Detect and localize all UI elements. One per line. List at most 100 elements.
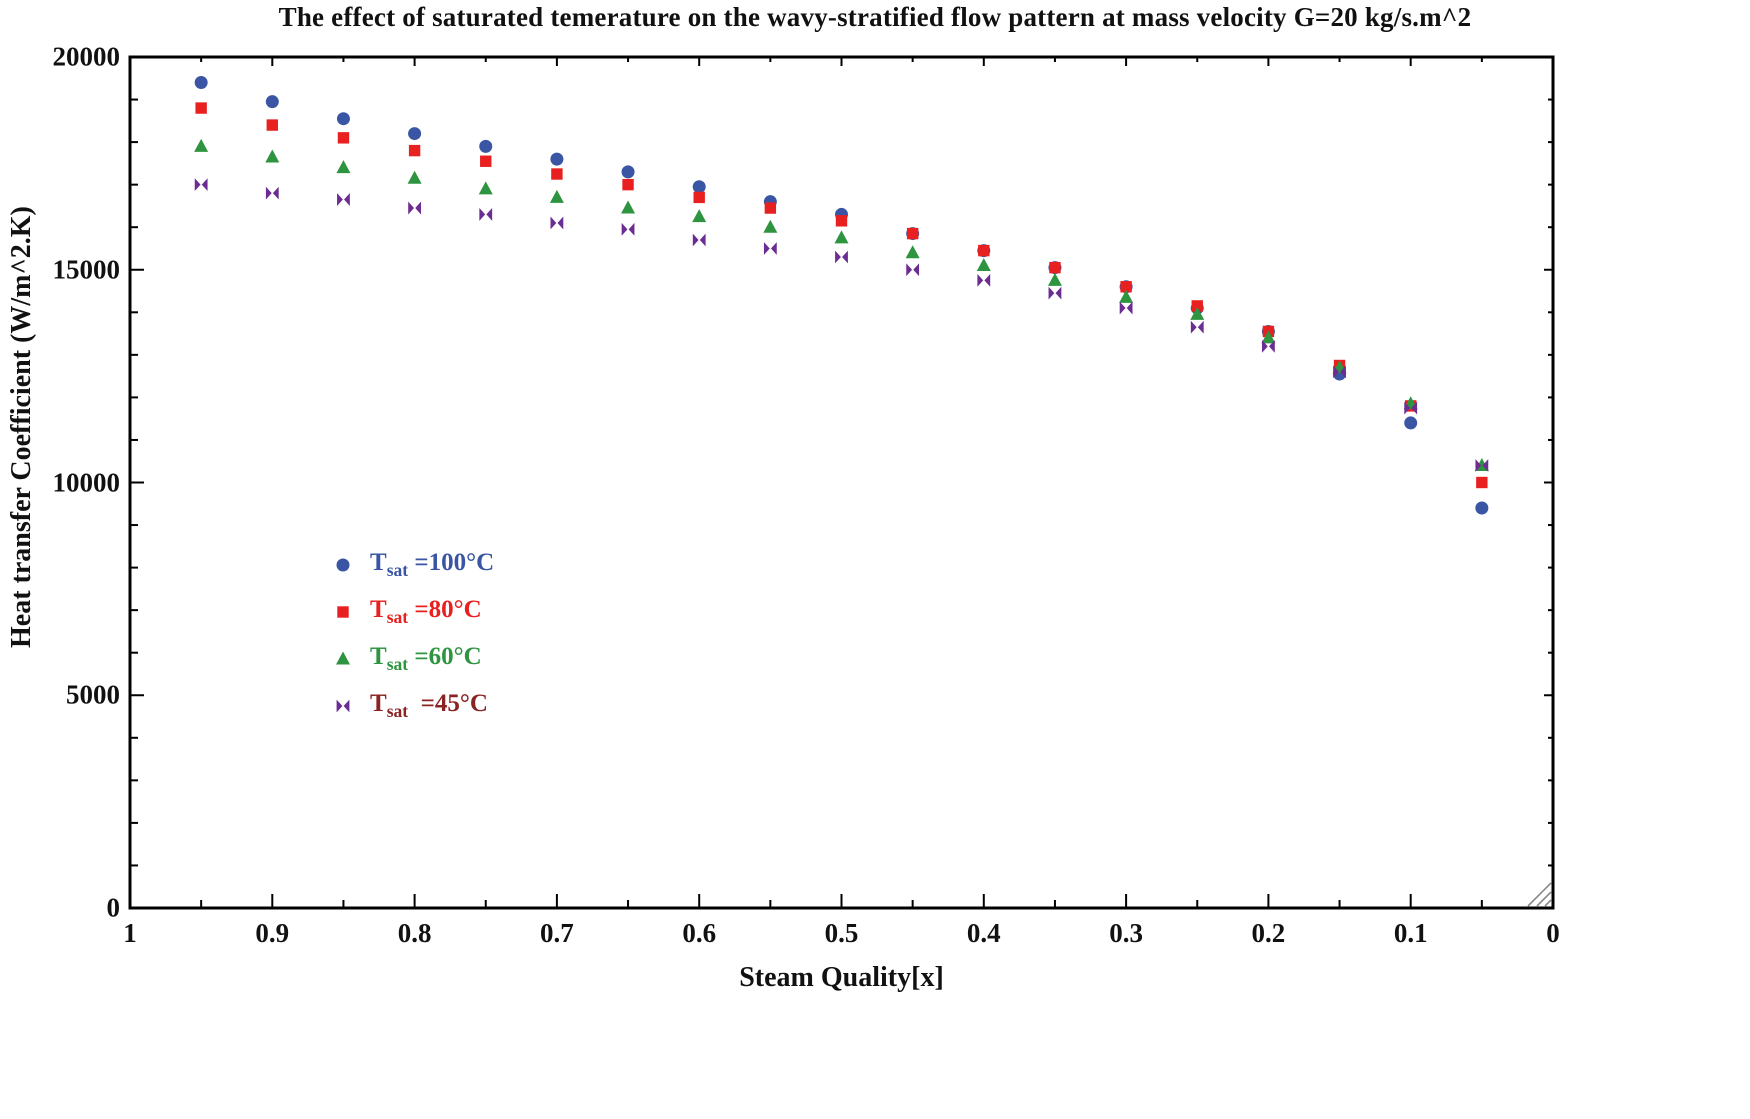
bowtie-marker (763, 242, 777, 255)
bowtie-legend-icon (336, 699, 350, 712)
triangle-marker (1261, 330, 1276, 344)
x-tick-label: 0.3 (1109, 918, 1143, 948)
y-tick-label: 10000 (52, 467, 121, 497)
square-marker (906, 227, 919, 240)
triangle-marker (265, 149, 280, 163)
bowtie-marker (977, 273, 991, 287)
bowtie-marker (1333, 365, 1346, 379)
bowtie-marker (194, 178, 208, 192)
circle-marker (265, 95, 279, 109)
square-marker (1049, 261, 1061, 274)
legend-item: Tsat =45°C (332, 682, 494, 729)
bowtie-marker (1048, 286, 1062, 300)
circle-marker (336, 112, 350, 126)
x-tick-label: 0 (1546, 918, 1560, 948)
square-marker (1191, 300, 1203, 312)
legend-item: Tsat =80°C (332, 588, 494, 635)
legend: Tsat =100°C Tsat =80°C Tsat =60°C Tsat =45°… (332, 541, 494, 729)
triangle-marker (905, 245, 920, 259)
bowtie-marker (906, 263, 920, 277)
bowtie-marker (550, 216, 564, 230)
triangle-marker (336, 160, 351, 174)
triangle-marker (549, 189, 564, 203)
corner-hatch-decoration (1536, 891, 1552, 907)
legend-label: Tsat =100°C (370, 548, 495, 580)
x-tick-label: 0.5 (824, 918, 859, 948)
bowtie-marker (337, 193, 350, 206)
circle-marker (336, 558, 350, 571)
circle-marker (479, 139, 493, 153)
y-tick-label: 20000 (52, 41, 121, 72)
square-marker (1120, 281, 1132, 293)
triangle-marker (1047, 272, 1062, 286)
square-marker (551, 168, 563, 180)
square-marker (337, 132, 350, 144)
circle-marker (1404, 416, 1418, 430)
series-triangle (194, 138, 1489, 471)
triangle-legend-icon (336, 651, 350, 664)
circle-marker (194, 76, 208, 90)
x-tick-label: 0.7 (540, 918, 574, 948)
triangle-marker (1119, 289, 1134, 303)
square-marker (835, 215, 848, 227)
bowtie-marker (1190, 320, 1204, 334)
bowtie-marker (621, 222, 635, 236)
bowtie-marker (479, 208, 493, 221)
bowtie-marker (1119, 301, 1133, 315)
x-tick-label: 0.1 (1393, 918, 1428, 948)
bowtie-marker (408, 201, 421, 215)
triangle-marker (478, 181, 493, 195)
bowtie-marker (1475, 459, 1489, 472)
legend-item: Tsat =60°C (332, 635, 494, 682)
x-tick-label: 0.4 (966, 918, 1001, 948)
square-marker (337, 605, 349, 618)
circle-legend-icon (336, 558, 350, 571)
square-marker (266, 119, 278, 131)
bowtie-marker (265, 186, 279, 200)
bowtie-marker (336, 699, 350, 712)
bowtie-marker (692, 233, 706, 247)
x-tick-label: 0.2 (1251, 918, 1286, 948)
chart-title: The effect of saturated temerature on th… (278, 2, 1472, 32)
y-tick-label: 15000 (52, 254, 121, 285)
circle-marker (1475, 501, 1489, 515)
square-marker (978, 244, 990, 257)
triangle-marker (834, 230, 849, 244)
x-tick-label: 0.9 (255, 918, 290, 948)
x-axis-label: Steam Quality[x] (739, 962, 944, 993)
square-legend-icon (337, 605, 349, 618)
circle-marker (408, 127, 422, 141)
square-marker (693, 191, 705, 204)
plot-frame (128, 55, 1555, 910)
series-square (195, 102, 1488, 489)
series-circle (194, 76, 1489, 515)
x-tick-label: 0.8 (397, 918, 432, 948)
y-tick-label: 5000 (66, 679, 120, 710)
legend-label: Tsat =60°C (370, 642, 482, 674)
square-marker (1476, 476, 1488, 489)
square-marker (480, 155, 492, 167)
x-tick-label: 1 (123, 918, 137, 948)
circle-marker (550, 152, 564, 166)
bowtie-marker (1262, 339, 1275, 353)
legend-item: Tsat =100°C (332, 541, 494, 588)
triangle-marker (194, 138, 209, 152)
square-marker (764, 202, 777, 214)
legend-label: Tsat =45°C (370, 689, 488, 721)
legend-label: Tsat =80°C (370, 595, 482, 627)
triangle-marker (976, 257, 991, 271)
bowtie-marker (1404, 401, 1418, 415)
square-marker (622, 178, 634, 191)
circle-marker (692, 180, 706, 194)
corner-hatch-decoration (1544, 899, 1552, 907)
corner-hatch-decoration (1527, 882, 1552, 907)
circle-marker (621, 165, 635, 179)
square-marker (195, 102, 207, 114)
x-tick-label: 0.6 (682, 918, 717, 948)
y-tick-label: 0 (106, 892, 121, 923)
triangle-marker (621, 200, 636, 214)
triangle-marker (1190, 306, 1205, 320)
series-bowtie (194, 178, 1489, 472)
